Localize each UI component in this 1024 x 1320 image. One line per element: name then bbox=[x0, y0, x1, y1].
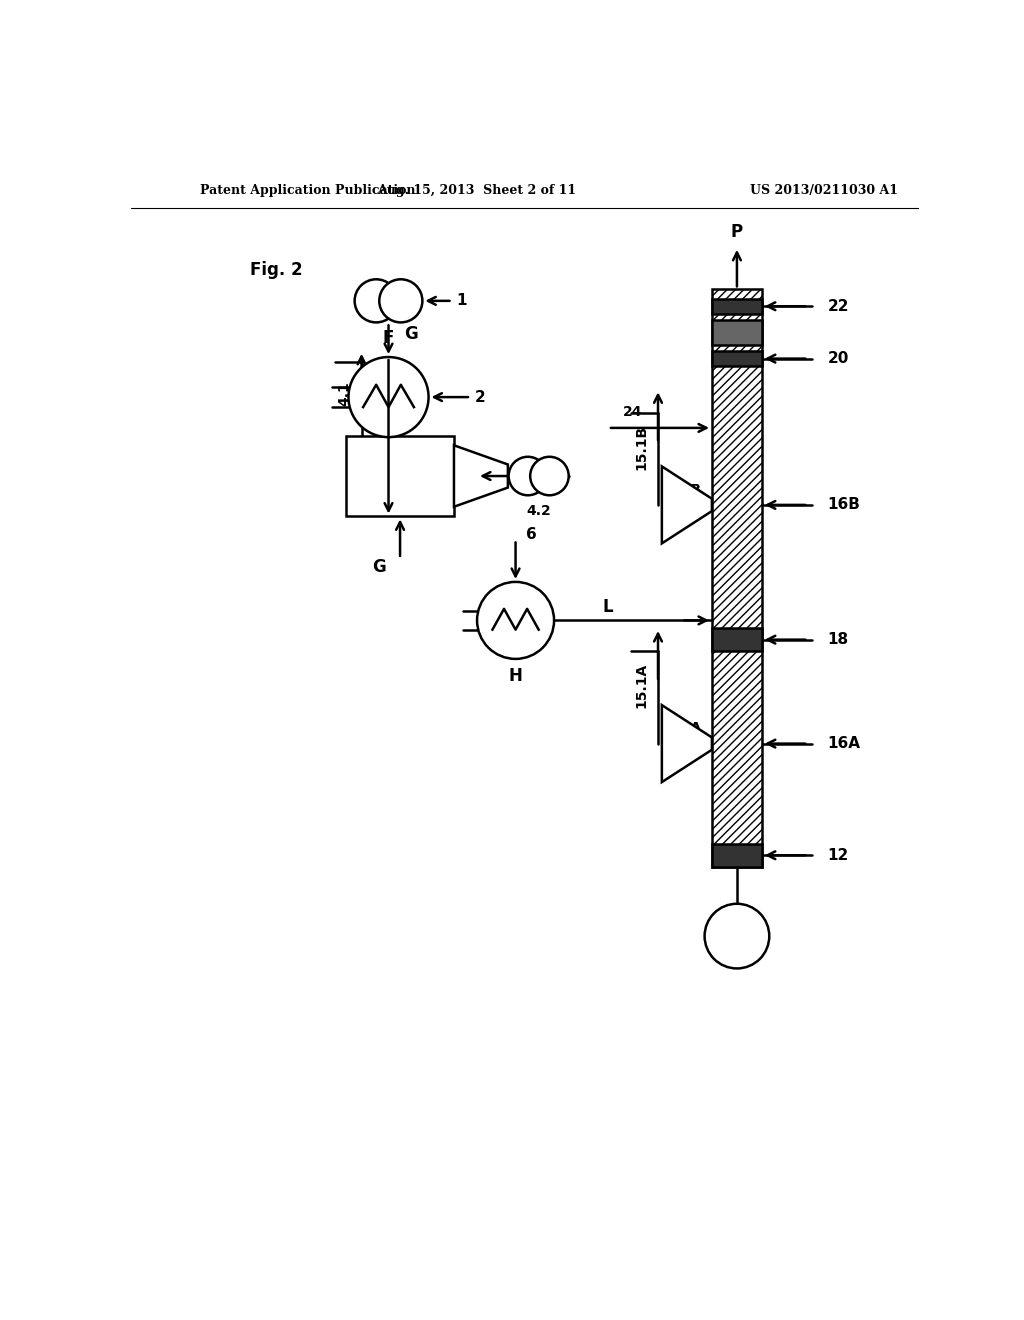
Text: 2: 2 bbox=[475, 389, 485, 405]
Circle shape bbox=[530, 457, 568, 495]
Polygon shape bbox=[712, 351, 762, 367]
Text: 15.1B: 15.1B bbox=[634, 425, 648, 470]
Polygon shape bbox=[712, 321, 762, 345]
Text: 22: 22 bbox=[827, 298, 849, 314]
Text: 4: 4 bbox=[412, 383, 422, 399]
Text: Aug. 15, 2013  Sheet 2 of 11: Aug. 15, 2013 Sheet 2 of 11 bbox=[378, 185, 577, 197]
Text: G: G bbox=[373, 557, 386, 576]
Circle shape bbox=[354, 280, 397, 322]
Text: L: L bbox=[603, 598, 613, 615]
Text: 4.2: 4.2 bbox=[526, 504, 551, 517]
Polygon shape bbox=[712, 628, 762, 651]
Text: F: F bbox=[383, 329, 394, 347]
Text: 4.1: 4.1 bbox=[338, 381, 351, 405]
Text: Patent Application Publication: Patent Application Publication bbox=[200, 185, 416, 197]
Bar bbox=[346, 436, 454, 516]
Text: 15.1A: 15.1A bbox=[634, 663, 648, 709]
Text: H: H bbox=[509, 667, 522, 685]
Text: 12: 12 bbox=[827, 847, 849, 863]
Text: 1: 1 bbox=[457, 293, 467, 309]
Text: 20: 20 bbox=[827, 351, 849, 366]
Text: 24: 24 bbox=[624, 405, 643, 420]
Circle shape bbox=[348, 358, 429, 437]
Text: 15B: 15B bbox=[672, 483, 701, 496]
Text: Fig. 2: Fig. 2 bbox=[250, 261, 302, 279]
Polygon shape bbox=[454, 445, 508, 507]
Polygon shape bbox=[712, 298, 762, 314]
Text: 15A: 15A bbox=[672, 721, 702, 735]
Text: 16B: 16B bbox=[827, 498, 860, 512]
Text: 6: 6 bbox=[526, 527, 538, 541]
Text: 16A: 16A bbox=[827, 737, 860, 751]
Circle shape bbox=[705, 904, 769, 969]
Text: M: M bbox=[727, 927, 746, 945]
Circle shape bbox=[379, 280, 422, 322]
Text: P: P bbox=[731, 223, 743, 240]
Text: G: G bbox=[403, 325, 418, 343]
Polygon shape bbox=[662, 705, 712, 781]
Text: US 2013/0211030 A1: US 2013/0211030 A1 bbox=[750, 185, 898, 197]
Polygon shape bbox=[712, 289, 762, 867]
Circle shape bbox=[477, 582, 554, 659]
Polygon shape bbox=[712, 843, 762, 867]
Text: 18: 18 bbox=[827, 632, 849, 647]
Polygon shape bbox=[662, 466, 712, 544]
Circle shape bbox=[509, 457, 547, 495]
